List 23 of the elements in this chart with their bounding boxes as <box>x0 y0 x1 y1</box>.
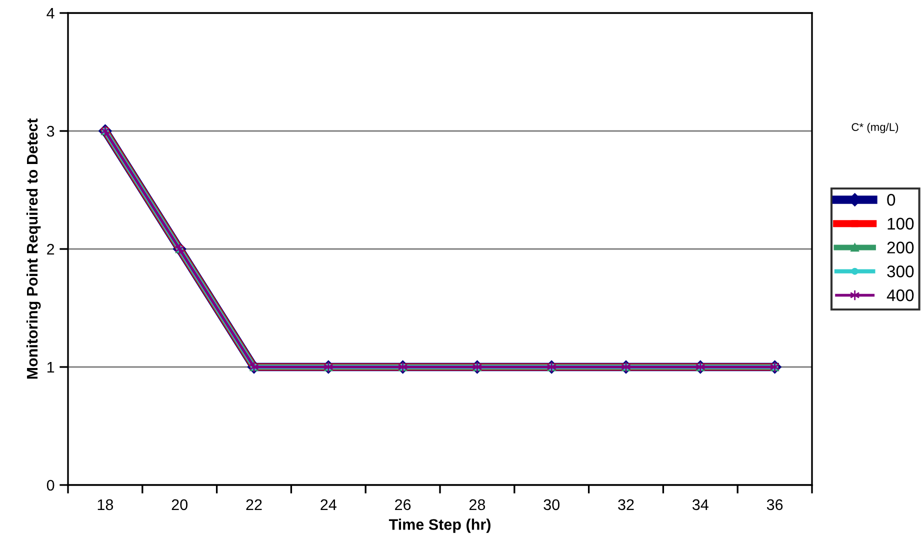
legend-label: 200 <box>887 242 914 254</box>
x-tick-label: 28 <box>469 499 486 510</box>
y-tick-label: 3 <box>46 126 54 137</box>
x-tick-label: 22 <box>246 499 262 510</box>
x-tick-label: 32 <box>618 499 634 510</box>
x-tick-label: 26 <box>395 499 411 510</box>
legend-title: C* (mg/L) <box>852 122 898 134</box>
legend-label: 400 <box>886 289 914 302</box>
legend-label: 300 <box>887 266 914 278</box>
x-tick-label: 20 <box>172 499 188 510</box>
y-tick-label: 4 <box>46 8 54 19</box>
x-tick-label: 24 <box>320 499 336 510</box>
y-tick-label: 2 <box>47 244 54 255</box>
x-axis-title: Time Step (hr) <box>388 518 490 533</box>
legend-label: 0 <box>887 194 896 206</box>
y-tick-label: 1 <box>47 362 54 373</box>
legend-label: 100 <box>888 218 914 230</box>
y-axis-title: Monitoring Point Required to Detect <box>26 118 41 379</box>
x-tick-label: 30 <box>544 499 560 510</box>
x-tick-label: 36 <box>766 499 783 510</box>
x-tick-label: 18 <box>98 499 114 510</box>
y-tick-label: 0 <box>46 480 54 491</box>
x-tick-label: 34 <box>692 499 708 510</box>
